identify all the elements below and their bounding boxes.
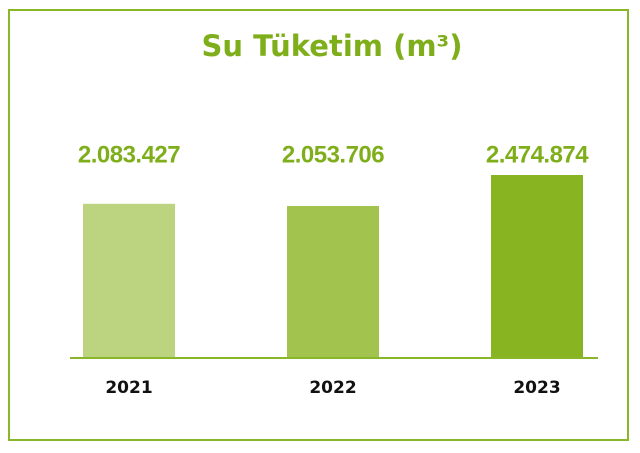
x-tick-label: 2023 [513,378,560,398]
bar [83,203,175,357]
value-label: 2.083.427 [78,141,180,168]
bar [491,175,583,357]
value-label: 2.474.874 [486,141,589,168]
x-tick-label: 2021 [105,378,152,398]
x-tick-label: 2022 [309,378,356,398]
chart-title: Su Tüketim (m³) [201,29,462,63]
value-label: 2.053.706 [282,141,384,168]
frame [8,9,629,441]
bar [287,205,379,357]
